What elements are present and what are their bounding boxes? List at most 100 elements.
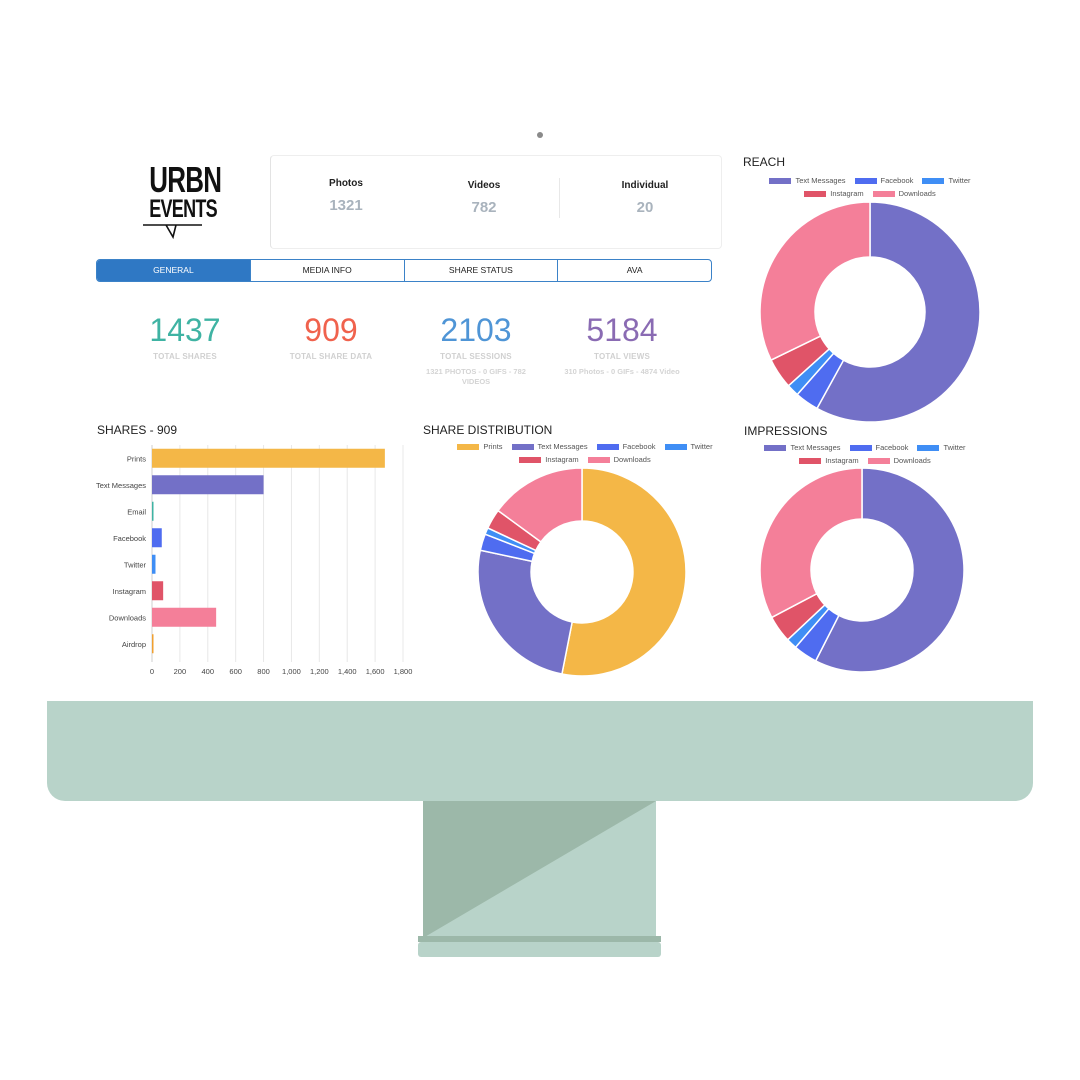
legend-label: Facebook (875, 443, 909, 452)
legend-row: Text Messages Facebook Twitter (760, 176, 980, 185)
x-tick-label: 1,600 (366, 667, 385, 676)
legend-item-facebook[interactable]: Facebook (849, 443, 909, 452)
legend-item-instagram[interactable]: Instagram (799, 456, 859, 465)
bar-twitter[interactable] (152, 554, 156, 574)
legend-label: Downloads (893, 456, 931, 465)
legend-swatch (854, 177, 877, 184)
legend-swatch (457, 443, 480, 450)
stand-base (418, 942, 661, 957)
kpi-label: TOTAL SESSIONS (440, 352, 512, 361)
tab-share-status[interactable]: SHARE STATUS (405, 260, 559, 281)
legend-label: Instagram (830, 189, 864, 198)
x-tick-label: 200 (174, 667, 187, 676)
kpi-value: 909 (304, 312, 358, 348)
camera-dot (537, 132, 543, 138)
legend-label: Text Messages (790, 443, 841, 452)
kpi-total-sessions: 2103 TOTAL SESSIONS 1321 PHOTOS - 0 GIFS… (411, 312, 541, 387)
x-tick-label: 1,200 (310, 667, 329, 676)
bar-instagram[interactable] (152, 581, 164, 601)
stat-videos: Videos 782 (424, 156, 544, 216)
kpi-label: TOTAL SHARES (153, 352, 217, 361)
y-category-label: Downloads (109, 613, 146, 622)
logo-line-1: URBN (149, 159, 222, 200)
legend-label: Downloads (898, 189, 936, 198)
legend-item-twitter[interactable]: Twitter (917, 443, 966, 452)
stand-neck (423, 801, 656, 938)
slice-text-messages[interactable] (814, 467, 965, 673)
legend-label: Text Messages (537, 442, 588, 451)
slice-downloads[interactable] (497, 467, 583, 543)
legend-item-downloads[interactable]: Downloads (587, 455, 651, 464)
legend-row: Instagram Downloads (450, 455, 720, 464)
tab-media-info[interactable]: MEDIA INFO (251, 260, 405, 281)
legend-swatch (922, 177, 945, 184)
legend-swatch (799, 457, 822, 464)
y-category-label: Instagram (113, 587, 146, 596)
x-tick-label: 1,400 (338, 667, 357, 676)
shares-title: SHARES - 909 (97, 423, 178, 437)
legend-row: Instagram Downloads (760, 189, 980, 198)
legend-label: Facebook (622, 442, 656, 451)
share-distribution-title: SHARE DISTRIBUTION (423, 423, 553, 437)
kpi-total-share-data: 909 TOTAL SHARE DATA (266, 312, 396, 361)
stat-label: Individual (621, 180, 669, 191)
legend-item-instagram[interactable]: Instagram (519, 455, 579, 464)
legend-label: Instagram (545, 455, 579, 464)
kpi-label: TOTAL VIEWS (594, 352, 650, 361)
legend-swatch (849, 444, 872, 451)
legend-label: Twitter (690, 442, 713, 451)
legend-item-downloads[interactable]: Downloads (872, 189, 936, 198)
legend-label: Facebook (880, 176, 914, 185)
legend-swatch (804, 190, 827, 197)
x-tick-label: 400 (202, 667, 215, 676)
tab-ava[interactable]: AVA (626, 265, 643, 275)
bar-downloads[interactable] (152, 607, 217, 627)
kpi-total-shares: 1437 TOTAL SHARES (120, 312, 250, 361)
legend-item-prints[interactable]: Prints (457, 442, 503, 451)
kpi-subtext: 310 Photos - 0 GIFs - 4874 Video (564, 367, 680, 376)
stand-base-top (418, 936, 661, 942)
legend-item-text-messages[interactable]: Text Messages (769, 176, 846, 185)
bar-text-messages[interactable] (152, 475, 264, 495)
bar-facebook[interactable] (152, 528, 162, 548)
dashboard-tabs: GENERAL MEDIA INFO SHARE STATUS AVA (96, 259, 712, 282)
x-tick-label: 1,800 (394, 667, 413, 676)
slice-downloads[interactable] (759, 201, 871, 362)
stat-label: Videos (467, 180, 501, 191)
legend-swatch (519, 456, 542, 463)
legend-item-text-messages[interactable]: Text Messages (511, 442, 588, 451)
legend-item-text-messages[interactable]: Text Messages (764, 443, 841, 452)
legend-item-downloads[interactable]: Downloads (867, 456, 931, 465)
legend-item-facebook[interactable]: Facebook (596, 442, 656, 451)
logo-speech-tail (143, 224, 202, 240)
kpi-value: 1437 (149, 312, 221, 348)
slice-downloads[interactable] (759, 467, 863, 619)
legend-label: Text Messages (795, 176, 846, 185)
x-tick-label: 800 (257, 667, 270, 676)
legend-swatch (596, 443, 619, 450)
slice-text-messages[interactable] (815, 201, 981, 423)
legend-swatch (769, 177, 792, 184)
reach-donut-chart (759, 201, 981, 423)
reach-title: REACH (743, 155, 786, 169)
legend-label: Downloads (613, 455, 651, 464)
tab-general[interactable]: GENERAL (97, 260, 251, 281)
legend-swatch (872, 190, 895, 197)
bar-email[interactable] (152, 501, 154, 521)
legend-swatch (917, 444, 940, 451)
y-category-label: Facebook (113, 534, 146, 543)
legend-label: Twitter (948, 176, 971, 185)
stand-neck-shade (423, 801, 656, 938)
legend-item-instagram[interactable]: Instagram (804, 189, 864, 198)
slice-text-messages[interactable] (477, 549, 574, 675)
legend-swatch (664, 443, 687, 450)
legend-item-twitter[interactable]: Twitter (922, 176, 971, 185)
bar-prints[interactable] (152, 448, 385, 468)
legend-item-twitter[interactable]: Twitter (664, 442, 713, 451)
legend-label: Instagram (825, 456, 859, 465)
kpi-label: TOTAL SHARE DATA (289, 352, 373, 361)
bar-airdrop[interactable] (152, 634, 154, 654)
legend-item-facebook[interactable]: Facebook (854, 176, 914, 185)
y-category-label: Text Messages (96, 481, 146, 490)
slice-prints[interactable] (561, 467, 687, 677)
